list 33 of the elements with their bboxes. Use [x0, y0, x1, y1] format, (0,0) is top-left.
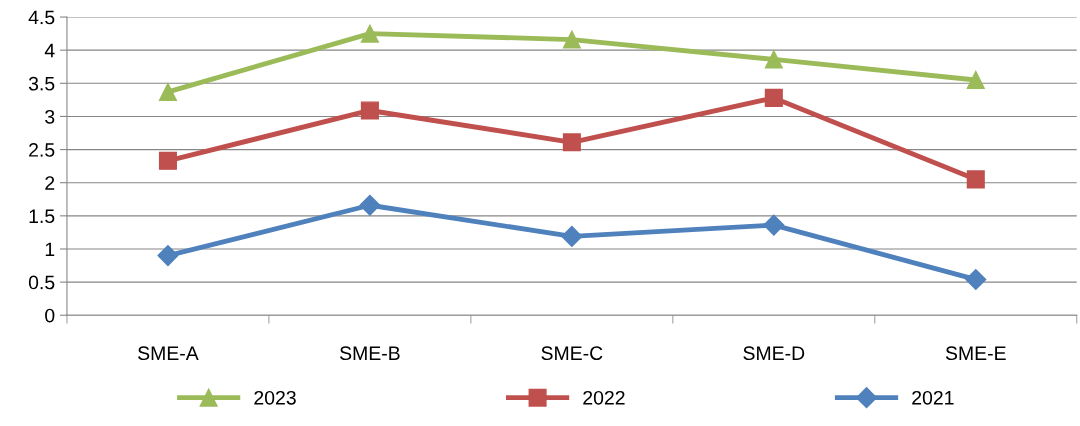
y-tick-label: 4 — [44, 43, 55, 58]
y-tick-label: 2 — [45, 176, 55, 190]
point — [763, 214, 785, 236]
legend-label: 2022 — [583, 390, 625, 405]
y-tick-label: 4.5 — [28, 10, 55, 25]
point — [966, 170, 985, 189]
point — [359, 194, 381, 216]
legend-label: 2021 — [912, 390, 954, 405]
point — [561, 225, 583, 247]
x-tick-label: SME-D — [743, 346, 805, 361]
y-tick-label: 0.5 — [28, 275, 55, 290]
point — [965, 268, 987, 290]
point — [562, 133, 581, 152]
x-tick-label: SME-A — [138, 346, 199, 361]
point — [157, 245, 179, 267]
point — [562, 30, 581, 49]
legend-label: 2023 — [254, 390, 296, 405]
x-tick-label: SME-E — [945, 346, 1006, 361]
point — [360, 101, 379, 120]
point — [966, 70, 985, 90]
point — [764, 50, 783, 69]
point — [158, 151, 177, 170]
y-tick-label: 3 — [45, 109, 55, 124]
point — [764, 88, 783, 107]
y-tick-label: 0 — [45, 308, 55, 323]
y-tick-label: 1 — [45, 242, 55, 257]
y-tick-label: 2.5 — [29, 143, 55, 157]
point — [360, 24, 379, 43]
x-tick-label: SME-B — [339, 346, 400, 361]
x-tick-label: SME-C — [541, 346, 603, 361]
y-tick-label: 1.5 — [29, 209, 55, 224]
point — [158, 82, 177, 101]
y-tick-label: 3.5 — [28, 76, 55, 91]
